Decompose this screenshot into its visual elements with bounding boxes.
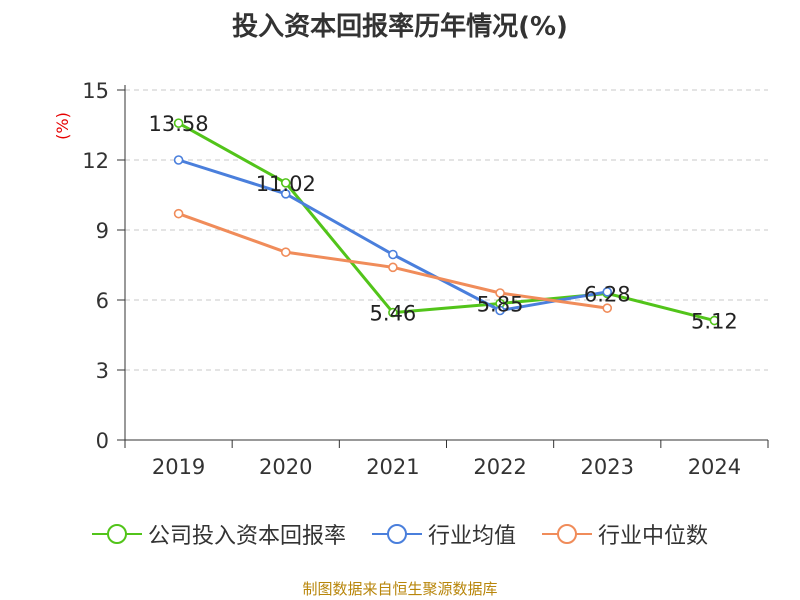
y-tick-label: 6 (96, 289, 109, 313)
series-2-point-2020 (280, 247, 291, 257)
data-label-2020: 11.02 (256, 172, 316, 196)
y-tick-label: 15 (82, 79, 109, 103)
legend-label-industry-median: 行业中位数 (598, 524, 709, 549)
x-tick-label-2021: 2021 (366, 455, 419, 479)
series-1-point-2019 (173, 155, 184, 165)
legend-swatch-industry-mean (371, 524, 422, 544)
series-1-point-2023 (602, 287, 613, 297)
series-0-point-2024 (709, 315, 720, 326)
series-0-point-2019 (173, 118, 184, 128)
x-tick-label-2020: 2020 (259, 455, 312, 479)
x-tick-label-2022: 2022 (473, 455, 526, 479)
legend-item-company[interactable]: 公司投入资本回报率 (91, 518, 346, 550)
series-2-point-2021 (388, 262, 398, 273)
x-tick-label-2023: 2023 (581, 455, 634, 479)
label-layer: 13.58 11.02 5.46 5.85 6.28 5.12 (149, 112, 738, 333)
data-label-2023: 6.28 (584, 282, 631, 306)
x-tick-label-2024: 2024 (688, 455, 741, 479)
grid-layer (125, 89, 768, 371)
y-axis-label: (%) (53, 112, 72, 140)
data-source-note: 制图数据来自恒生聚源数据库 (302, 580, 498, 598)
legend-label-industry-mean: 行业均值 (427, 524, 516, 549)
data-label-2021: 5.46 (370, 302, 417, 326)
y-tick-label: 3 (96, 359, 109, 383)
x-tick-label-2019: 2019 (152, 455, 205, 479)
data-label-2022: 5.85 (477, 293, 524, 317)
legend-swatch-industry-median (542, 524, 592, 544)
axis-layer: 0 3 6 9 12 15 (%) 2019 2020 2021 2022 2023 2024 (53, 79, 769, 479)
series-1-point-2022 (495, 305, 505, 316)
series-0-point-2020 (280, 178, 291, 188)
series-line-0 (177, 121, 715, 322)
y-tick-label: 12 (82, 149, 109, 173)
chart-title: 投入资本回报率历年情况(%) (232, 12, 568, 42)
legend-item-industry-median[interactable]: 行业中位数 (542, 518, 708, 550)
legend-item-industry-mean[interactable]: 行业均值 (371, 518, 516, 550)
legend-swatch-company (91, 524, 142, 544)
series-1-point-2020 (280, 189, 291, 199)
y-tick-label: 0 (96, 429, 109, 453)
series-1-point-2021 (388, 249, 398, 260)
series-2-point-2022 (495, 288, 505, 298)
chart-legend: 公司投入资本回报率 行业均值 行业中位数 (0, 518, 800, 550)
series-2-point-2019 (173, 208, 184, 219)
data-label-2019: 13.58 (149, 112, 209, 136)
data-label-2024: 5.12 (691, 310, 738, 334)
series-2-point-2023 (602, 303, 613, 313)
y-tick-label: 9 (96, 219, 109, 243)
series-line-2 (178, 212, 608, 310)
series-0-point-2021 (388, 307, 398, 318)
series-layer (173, 118, 720, 326)
legend-label-company: 公司投入资本回报率 (147, 524, 346, 549)
